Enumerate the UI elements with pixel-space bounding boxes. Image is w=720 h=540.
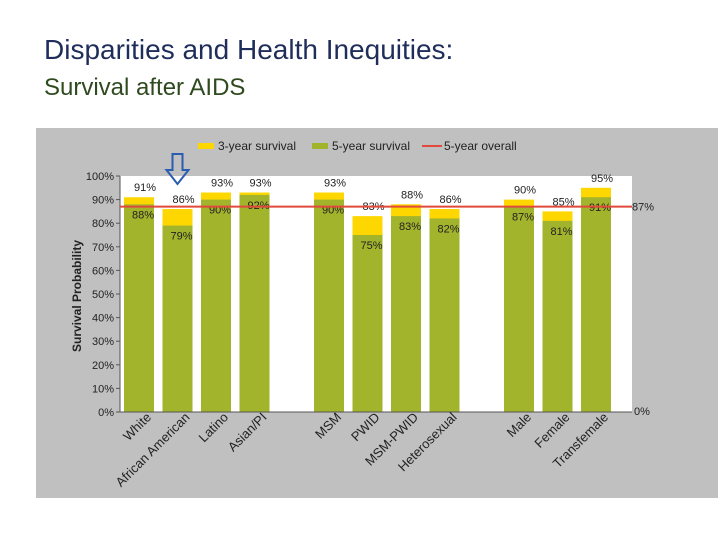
- x-tick-label-5: PWID: [348, 410, 383, 445]
- label-3yr-1: 86%: [172, 194, 194, 206]
- y-tick-label: 100%: [86, 171, 114, 183]
- bar-5yr-8: [504, 206, 534, 412]
- bar-5yr-2: [201, 199, 231, 412]
- down-arrow-icon: [164, 153, 191, 186]
- legend-swatch-5yr: [312, 143, 328, 149]
- bar-5yr-4: [314, 199, 344, 412]
- x-tick-label-2: Latino: [195, 410, 231, 446]
- label-3yr-6: 88%: [401, 189, 423, 201]
- page-subtitle: Survival after AIDS: [44, 74, 246, 101]
- label-3yr-2: 93%: [211, 178, 233, 190]
- y-tick-label: 60%: [92, 265, 114, 277]
- legend-label-3yr: 3-year survival: [218, 139, 296, 153]
- label-3yr-10: 95%: [591, 173, 613, 185]
- x-tick-label-4: MSM: [312, 410, 344, 442]
- bar-5yr-1: [162, 225, 193, 412]
- y-tick-label: 40%: [92, 313, 114, 325]
- bar-5yr-3: [239, 194, 270, 412]
- label-5yr-10: 91%: [589, 202, 611, 214]
- x-tick-label-3: Asian/PI: [225, 410, 270, 455]
- label-3yr-8: 90%: [514, 185, 536, 197]
- right-axis-label: 0%: [634, 406, 650, 418]
- y-tick-label: 70%: [92, 242, 114, 254]
- label-5yr-1: 79%: [170, 231, 192, 243]
- bar-5yr-0: [124, 204, 154, 412]
- y-tick-label: 20%: [92, 360, 114, 372]
- y-tick-label: 80%: [92, 218, 114, 230]
- chart-panel: 3-year survival 5-year survival 5-year o…: [36, 128, 718, 498]
- label-5yr-9: 81%: [550, 226, 572, 238]
- y-tick-label: 0%: [98, 407, 114, 419]
- y-tick-label: 90%: [92, 195, 114, 207]
- page-title: Disparities and Health Inequities:: [44, 34, 454, 65]
- label-5yr-0: 88%: [132, 209, 154, 221]
- label-5yr-6: 83%: [399, 221, 421, 233]
- bar-5yr-10: [581, 197, 611, 412]
- label-5yr-8: 87%: [512, 212, 534, 224]
- label-5yr-5: 75%: [360, 240, 382, 252]
- label-3yr-9: 85%: [552, 196, 574, 208]
- label-5yr-7: 82%: [437, 223, 459, 235]
- legend-label-5yr: 5-year survival: [332, 139, 410, 153]
- legend: 3-year survival 5-year survival 5-year o…: [198, 139, 517, 153]
- x-tick-label-0: White: [120, 410, 154, 444]
- y-tick-label: 10%: [92, 383, 114, 395]
- label-3yr-7: 86%: [439, 194, 461, 206]
- label-3yr-4: 93%: [324, 178, 346, 190]
- y-tick-label: 30%: [92, 336, 114, 348]
- label-3yr-3: 93%: [249, 178, 271, 190]
- x-tick-label-8: Male: [504, 410, 535, 441]
- bar-5yr-9: [542, 220, 573, 412]
- y-tick-label: 50%: [92, 289, 114, 301]
- label-3yr-0: 91%: [134, 182, 156, 194]
- y-axis-title: Survival Probability: [70, 240, 84, 352]
- legend-label-overall: 5-year overall: [444, 139, 517, 153]
- overall-5yr-label: 87%: [632, 202, 654, 214]
- bar-5yr-5: [352, 235, 383, 412]
- bar-5yr-6: [391, 216, 421, 412]
- survival-chart: 3-year survival 5-year survival 5-year o…: [70, 139, 654, 490]
- legend-swatch-3yr: [198, 143, 214, 149]
- bar-5yr-7: [429, 218, 460, 412]
